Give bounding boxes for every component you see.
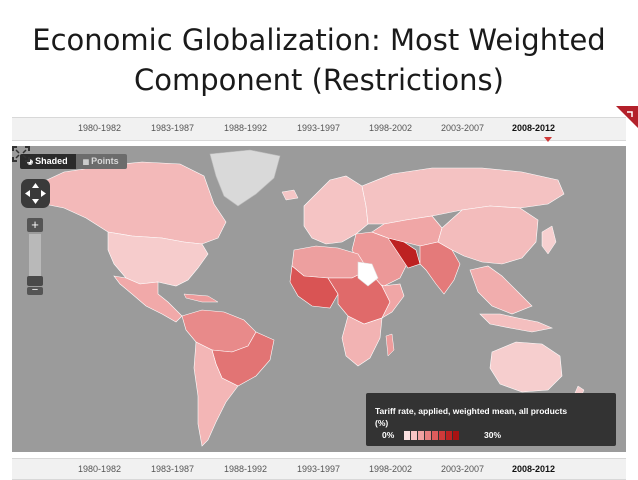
timeline-selected-marker <box>544 137 552 142</box>
view-toggle: ◉ Shaded ▦ Points <box>20 154 127 169</box>
timeline-top: 1980-1982 1983-1987 1988-1992 1993-1997 … <box>12 117 626 142</box>
timeline-period[interactable]: 1983-1987 <box>151 464 195 474</box>
timeline-period[interactable]: 1993-1997 <box>297 464 341 474</box>
legend-swatch <box>418 431 424 440</box>
radio-dot-icon: ◉ <box>27 159 36 166</box>
region-southeast-asia <box>469 265 533 315</box>
timeline-period-selected[interactable]: 2008-2012 <box>512 123 556 133</box>
legend-title: Tariff rate, applied, weighted mean, all… <box>375 406 568 416</box>
country-greenland <box>209 149 281 207</box>
zoom-out-icon: − <box>31 284 39 296</box>
corner-badge-icon <box>616 106 638 128</box>
region-caribbean <box>183 293 219 303</box>
region-south-america-south <box>193 341 239 447</box>
country-china <box>437 205 539 265</box>
legend-swatch <box>411 431 417 440</box>
country-sudan <box>357 261 379 287</box>
region-horn-of-africa <box>381 283 405 319</box>
timeline-period[interactable]: 1998-2002 <box>369 123 413 133</box>
legend-swatch <box>425 431 431 440</box>
timeline-period[interactable]: 1983-1987 <box>151 123 195 133</box>
timeline-period[interactable]: 2003-2007 <box>441 464 485 474</box>
pan-control[interactable] <box>21 179 50 208</box>
timeline-period[interactable]: 1998-2002 <box>369 464 413 474</box>
pan-control-icon <box>25 183 46 204</box>
map-legend: Tariff rate, applied, weighted mean, all… <box>366 393 616 446</box>
country-iceland <box>281 189 299 201</box>
legend-min-label: 0% <box>382 430 395 440</box>
region-indonesia <box>479 313 554 333</box>
legend-swatch <box>453 431 459 440</box>
timeline-period[interactable]: 1993-1997 <box>297 123 341 133</box>
grid-icon: ▦ <box>82 159 92 166</box>
zoom-out-button[interactable]: − <box>27 284 43 296</box>
country-australia <box>489 341 563 393</box>
legend-unit: (%) <box>375 418 389 428</box>
points-toggle-button[interactable]: ▦ Points <box>75 154 127 169</box>
legend-swatch <box>439 431 445 440</box>
timeline-period[interactable]: 1980-1982 <box>78 464 122 474</box>
region-east-asia-islands <box>541 225 557 255</box>
timeline-period[interactable]: 1988-1992 <box>224 123 268 133</box>
slide-title: Economic Globalization: Most Weighted Co… <box>0 20 638 100</box>
legend-swatch <box>432 431 438 440</box>
timeline-period[interactable]: 2003-2007 <box>441 123 485 133</box>
timeline-period[interactable]: 1980-1982 <box>78 123 122 133</box>
fullscreen-icon[interactable] <box>12 146 30 162</box>
timeline-bottom: 1980-1982 1983-1987 1988-1992 1993-1997 … <box>12 458 626 480</box>
country-usa <box>107 231 209 287</box>
world-map[interactable]: ◉ Shaded ▦ Points + − Tariff rate, appli… <box>12 146 626 452</box>
zoom-slider-handle[interactable] <box>27 276 43 286</box>
legend-swatch <box>404 431 410 440</box>
region-southern-africa <box>341 315 383 367</box>
country-madagascar <box>385 333 395 357</box>
legend-color-scale <box>404 431 460 440</box>
zoom-in-icon: + <box>31 217 39 232</box>
legend-max-label: 30% <box>484 430 502 440</box>
timeline-period[interactable]: 1988-1992 <box>224 464 268 474</box>
zoom-slider-track[interactable] <box>29 234 41 276</box>
shaded-toggle-button[interactable]: ◉ Shaded <box>20 154 76 169</box>
country-canada <box>33 161 227 245</box>
zoom-in-button[interactable]: + <box>27 218 43 232</box>
slide-title-text: Economic Globalization: Most Weighted Co… <box>32 23 606 97</box>
legend-swatch <box>446 431 452 440</box>
region-west-africa <box>289 265 339 309</box>
timeline-period-selected[interactable]: 2008-2012 <box>512 464 556 474</box>
